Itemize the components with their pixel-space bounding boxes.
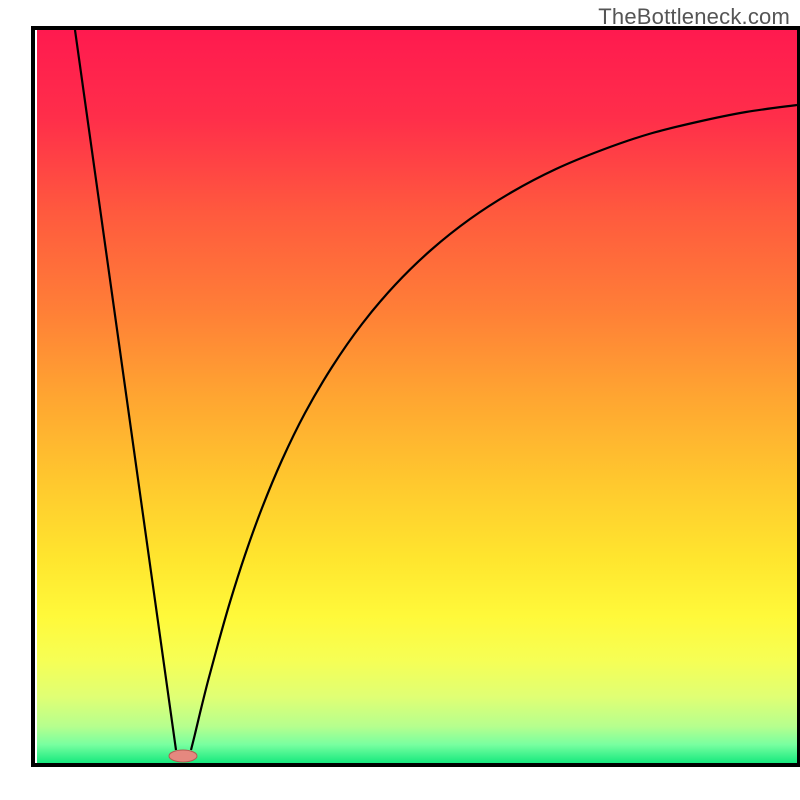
gradient-background bbox=[37, 30, 797, 763]
watermark-text: TheBottleneck.com bbox=[598, 4, 790, 30]
gradient-v-chart bbox=[0, 0, 800, 800]
bottleneck-chart-root: TheBottleneck.com bbox=[0, 0, 800, 800]
bottleneck-marker bbox=[169, 750, 197, 762]
